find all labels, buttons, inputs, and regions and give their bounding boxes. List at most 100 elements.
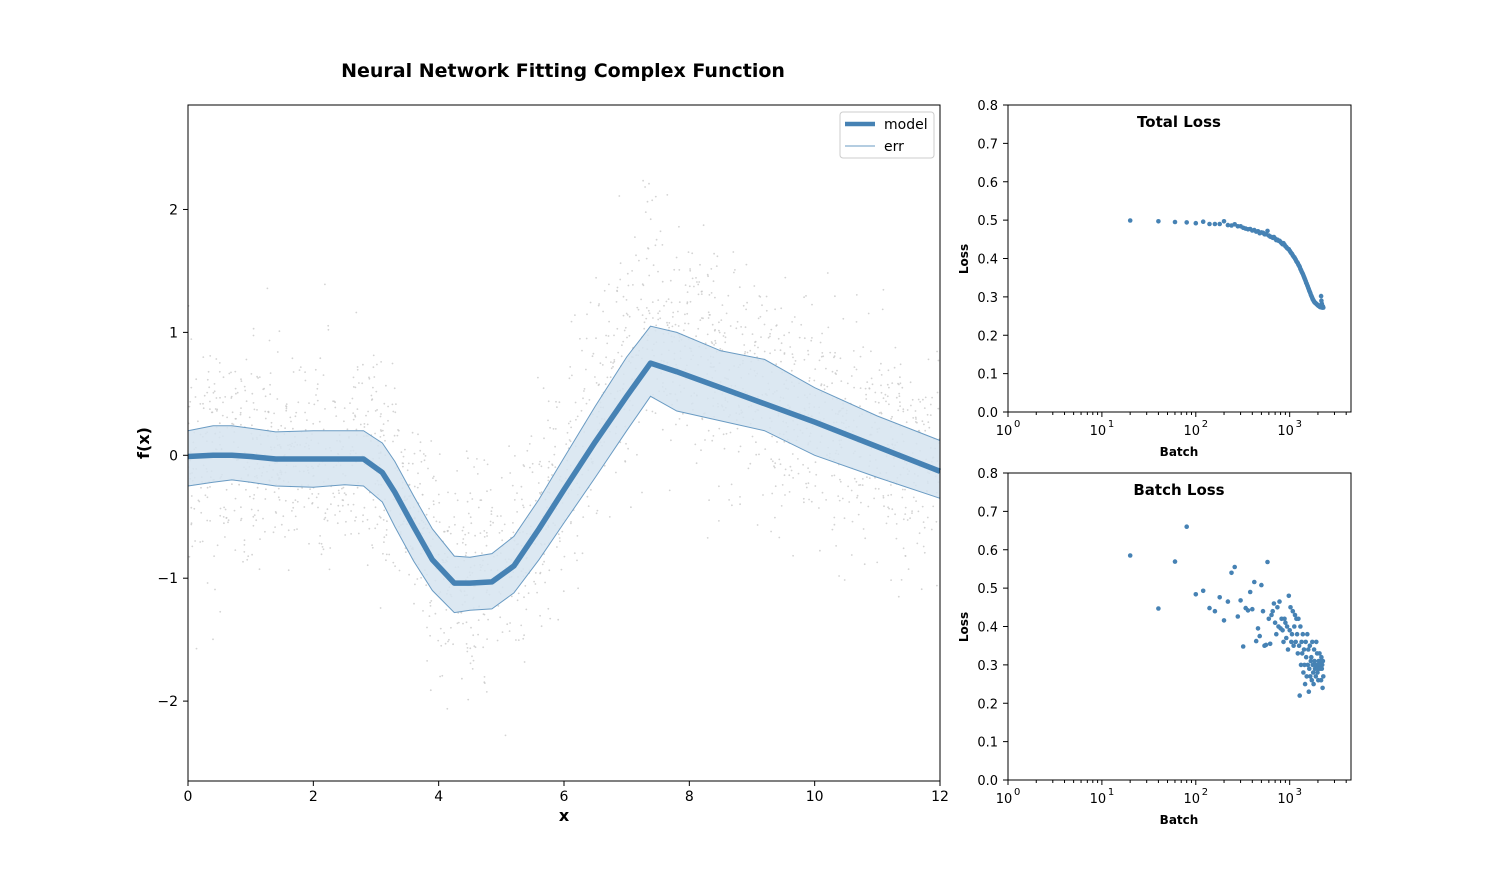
noise-point xyxy=(238,483,241,486)
noise-point xyxy=(808,471,811,473)
noise-point xyxy=(906,519,909,521)
loss-point xyxy=(1288,605,1293,610)
noise-point xyxy=(326,519,329,522)
noise-point xyxy=(826,385,829,388)
noise-point xyxy=(886,395,889,398)
loss-point xyxy=(1277,599,1282,604)
noise-point xyxy=(921,420,924,423)
noise-point xyxy=(713,252,715,255)
noise-point xyxy=(774,308,776,311)
loss-point xyxy=(1294,631,1300,637)
noise-point xyxy=(911,398,914,401)
noise-point xyxy=(512,531,515,534)
loss-point xyxy=(1238,598,1243,603)
noise-point xyxy=(878,412,881,414)
noise-point xyxy=(569,366,572,368)
noise-point xyxy=(657,299,660,301)
noise-point xyxy=(277,429,280,431)
noise-point xyxy=(251,553,254,556)
loss-point xyxy=(1319,662,1325,668)
noise-point xyxy=(565,443,568,445)
noise-point xyxy=(821,352,824,354)
noise-point xyxy=(714,296,716,299)
noise-point xyxy=(890,484,892,486)
noise-point xyxy=(839,480,842,483)
noise-point xyxy=(206,496,209,499)
noise-point xyxy=(383,509,386,512)
noise-point xyxy=(211,411,214,414)
noise-point xyxy=(706,273,709,276)
noise-point xyxy=(626,272,629,275)
noise-point xyxy=(469,662,472,665)
noise-point xyxy=(470,626,472,629)
noise-point xyxy=(557,618,560,621)
noise-point xyxy=(675,256,678,259)
noise-point xyxy=(805,482,807,485)
noise-point xyxy=(822,355,825,358)
noise-point xyxy=(198,500,201,503)
noise-point xyxy=(465,621,468,624)
noise-point xyxy=(730,483,733,486)
noise-point xyxy=(622,340,625,343)
noise-point xyxy=(467,698,470,701)
noise-point xyxy=(448,638,450,641)
noise-point xyxy=(790,369,793,372)
noise-point xyxy=(450,626,452,629)
noise-point xyxy=(833,523,836,526)
loss-point xyxy=(1255,626,1261,631)
noise-point xyxy=(779,463,782,466)
noise-point xyxy=(744,326,747,329)
noise-point xyxy=(320,542,323,545)
noise-point xyxy=(319,535,321,537)
noise-point xyxy=(234,497,237,500)
noise-point xyxy=(729,431,732,434)
noise-point xyxy=(905,421,908,424)
noise-point xyxy=(520,624,523,627)
noise-point xyxy=(707,275,709,278)
loss-y-tick-label: 0.0 xyxy=(977,406,998,421)
noise-point xyxy=(576,535,579,537)
noise-point xyxy=(677,325,680,327)
loss-y-tick-label: 0.8 xyxy=(977,467,998,482)
noise-point xyxy=(620,355,623,358)
noise-point xyxy=(381,429,384,432)
noise-point xyxy=(728,499,730,501)
noise-point xyxy=(489,524,492,527)
noise-point xyxy=(770,458,773,461)
noise-point xyxy=(372,386,374,389)
noise-point xyxy=(823,388,826,391)
noise-point xyxy=(784,276,787,279)
noise-point xyxy=(648,182,650,185)
noise-point xyxy=(547,476,550,478)
noise-point xyxy=(626,336,628,339)
noise-point xyxy=(644,211,647,214)
noise-point xyxy=(687,322,690,325)
main-x-tick-label: 0 xyxy=(184,789,193,805)
noise-point xyxy=(807,349,809,352)
noise-point xyxy=(825,499,827,501)
noise-point xyxy=(257,377,259,379)
noise-point xyxy=(898,395,901,397)
noise-point xyxy=(269,383,271,386)
noise-point xyxy=(219,507,222,510)
noise-point xyxy=(531,462,534,465)
noise-point xyxy=(904,488,906,491)
noise-point xyxy=(285,405,288,408)
noise-point xyxy=(755,441,757,444)
noise-point xyxy=(891,508,894,511)
noise-point xyxy=(765,295,768,298)
noise-point xyxy=(618,195,621,197)
noise-point xyxy=(758,295,761,297)
noise-point xyxy=(718,329,720,332)
noise-point xyxy=(316,387,319,390)
noise-point xyxy=(256,375,258,378)
noise-point xyxy=(361,382,364,385)
noise-point xyxy=(471,655,473,658)
noise-point xyxy=(471,668,474,670)
noise-point xyxy=(225,516,228,519)
noise-point xyxy=(708,499,710,501)
noise-point xyxy=(714,328,716,331)
noise-point xyxy=(276,398,279,400)
noise-point xyxy=(223,522,225,525)
